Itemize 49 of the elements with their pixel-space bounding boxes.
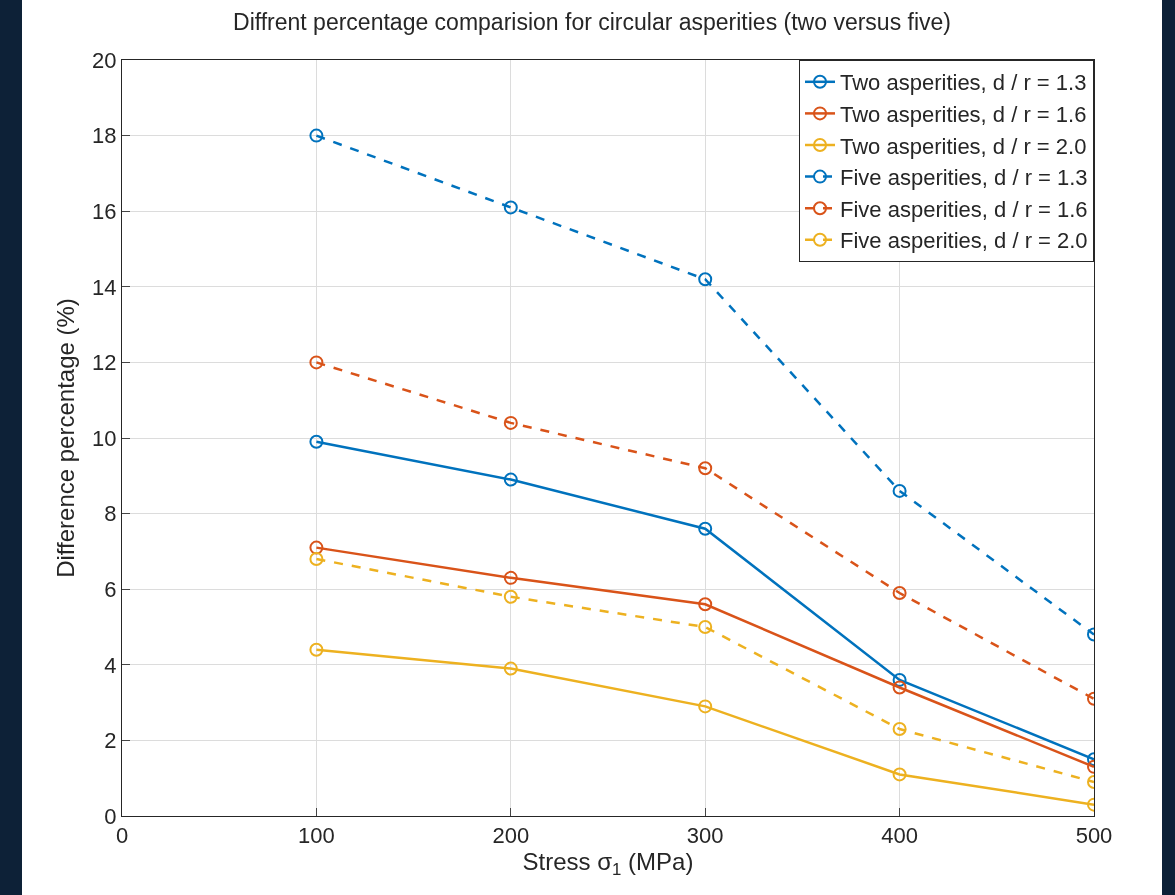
point <box>503 589 518 604</box>
point <box>698 272 713 287</box>
point <box>309 551 324 566</box>
legend-label: Five asperities, d / r = 2.0 <box>840 228 1088 254</box>
point <box>309 434 324 449</box>
point <box>309 128 324 143</box>
point <box>892 483 907 498</box>
point <box>503 200 518 215</box>
x-tick-label: 300 <box>686 823 724 849</box>
y-tick-label: 14 <box>92 274 117 300</box>
point <box>892 767 907 782</box>
point <box>309 540 324 555</box>
legend-label: Two asperities, d / r = 1.3 <box>840 70 1087 96</box>
point <box>698 699 713 714</box>
legend-label: Two asperities, d / r = 1.6 <box>840 101 1087 127</box>
legend-label: Five asperities, d / r = 1.6 <box>840 196 1088 222</box>
point <box>503 415 518 430</box>
y-tick-label: 8 <box>104 501 117 527</box>
y-tick-label: 6 <box>104 576 117 602</box>
y-tick-label: 4 <box>104 652 117 678</box>
y-tick-label: 2 <box>104 728 117 754</box>
y-tick-label: 20 <box>92 47 117 73</box>
y-tick-label: 12 <box>92 350 117 376</box>
point <box>698 597 713 612</box>
point <box>503 661 518 676</box>
point <box>698 461 713 476</box>
point <box>892 680 907 695</box>
y-axis-title: Difference percentage (%) <box>52 298 80 578</box>
legend-label: Five asperities, d / r = 1.3 <box>840 165 1088 191</box>
chart-title: Diffrent percentage comparision for circular asperities (two versus five) <box>233 8 951 35</box>
y-tick-label: 16 <box>92 198 117 224</box>
point <box>892 722 907 737</box>
x-axis-title: Stress σ$_{1}$ (MPa) <box>522 848 694 880</box>
y-tick-label: 10 <box>92 425 117 451</box>
point <box>309 642 324 657</box>
x-tick-label: 400 <box>881 823 918 849</box>
x-tick-label: 100 <box>298 823 335 849</box>
point <box>892 585 907 600</box>
point <box>503 570 518 585</box>
x-tick-label: 200 <box>492 823 530 849</box>
point <box>503 472 518 487</box>
point <box>698 521 713 536</box>
y-tick-label: 18 <box>92 123 117 149</box>
point <box>892 672 907 687</box>
point <box>309 355 324 370</box>
legend-label: Two asperities, d / r = 2.0 <box>840 133 1087 159</box>
x-tick-label: 500 <box>1075 823 1113 849</box>
y-tick-label: 0 <box>104 803 117 829</box>
point <box>698 620 713 634</box>
